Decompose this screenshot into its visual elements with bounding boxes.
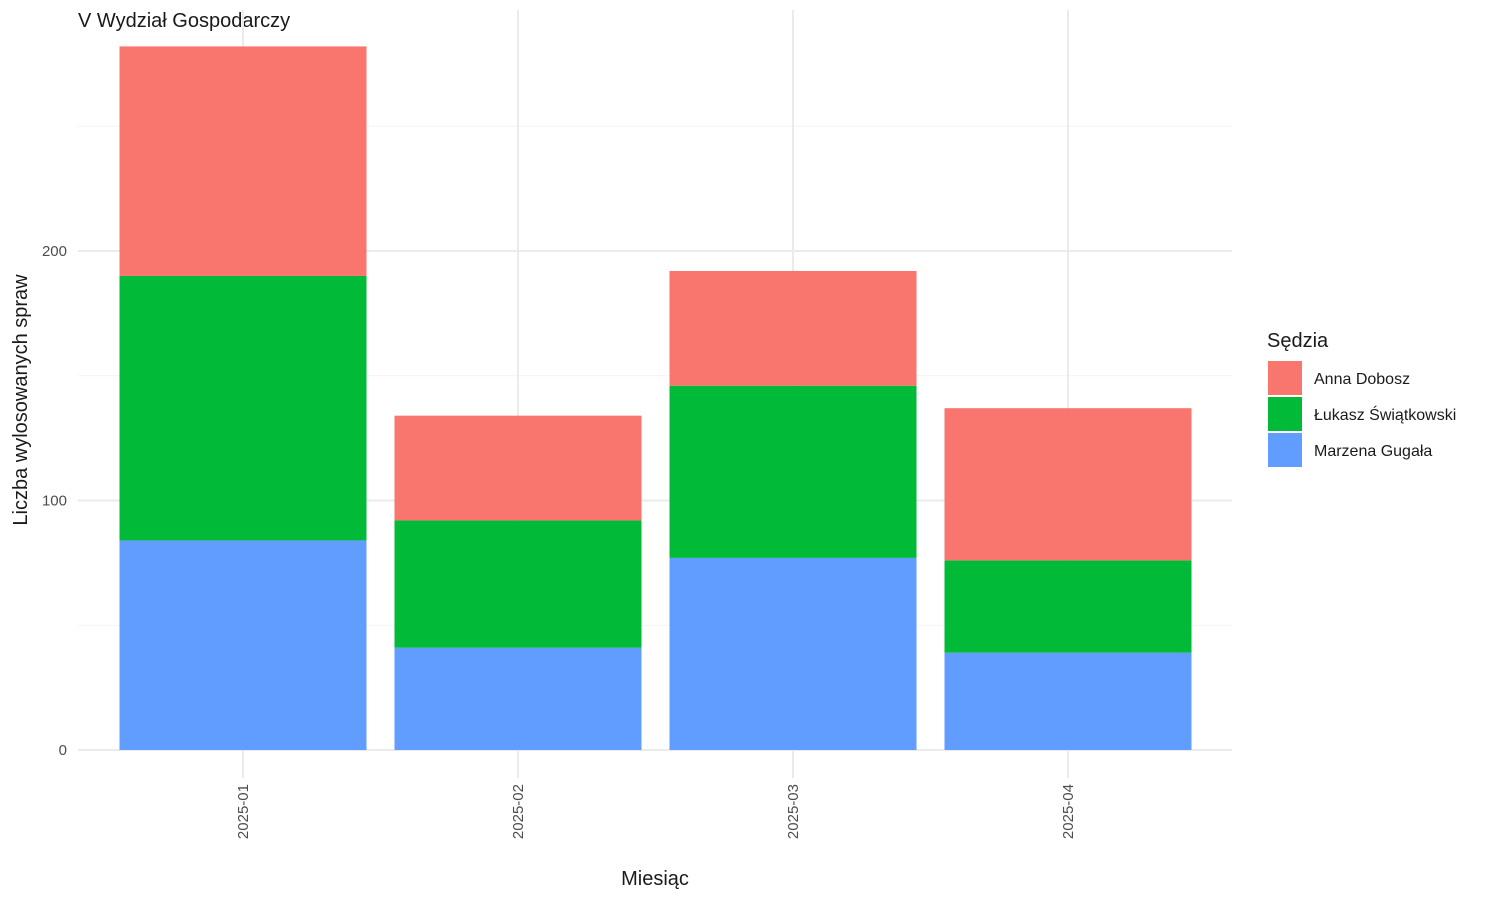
bar-segment [944, 652, 1192, 750]
x-axis-title: Miesiąc [621, 868, 689, 890]
legend-key [1268, 433, 1302, 467]
legend-label: Marzena Gugała [1314, 443, 1432, 460]
chart-title: V Wydział Gospodarczy [78, 10, 290, 32]
legend-key [1268, 361, 1302, 395]
bar-segment [119, 275, 367, 541]
bar-segment [669, 557, 917, 750]
bar-segment [944, 408, 1192, 561]
bar-segment [394, 647, 642, 750]
legend-items: Anna Dobosz Łukasz Świątkowski Marzena Gug… [1268, 361, 1456, 467]
y-axis-ticks: 0 100 200 [42, 243, 67, 759]
bar-segment [394, 415, 642, 521]
bar-segment [669, 270, 917, 386]
y-axis-title: Liczba wylosowanych spraw [10, 274, 32, 526]
legend-title: Sędzia [1267, 330, 1329, 352]
bar-segment [119, 540, 367, 750]
legend-label: Łukasz Świątkowski [1314, 405, 1456, 424]
legend-key [1268, 397, 1302, 431]
legend-label: Anna Dobosz [1314, 371, 1410, 388]
bar-segment [944, 560, 1192, 653]
bar-segment [394, 520, 642, 648]
x-tick-label: 2025-03 [785, 784, 802, 839]
x-tick-label: 2025-02 [510, 784, 527, 839]
y-tick-label: 100 [42, 493, 67, 510]
legend: Sędzia Anna Dobosz Łukasz Świątkowski Marz… [1267, 330, 1456, 467]
y-tick-label: 0 [59, 742, 67, 759]
bars [119, 46, 1192, 750]
x-tick-label: 2025-04 [1060, 784, 1077, 839]
bar-segment [669, 385, 917, 558]
x-axis-ticks: 2025-01 2025-02 2025-03 2025-04 [235, 784, 1077, 839]
y-tick-label: 200 [42, 243, 67, 260]
bar-segment [119, 46, 367, 276]
x-tick-label: 2025-01 [235, 784, 252, 839]
